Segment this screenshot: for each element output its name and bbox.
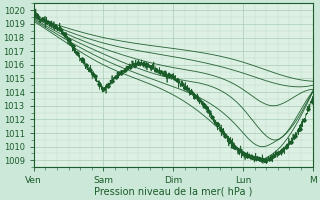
X-axis label: Pression niveau de la mer( hPa ): Pression niveau de la mer( hPa ) xyxy=(94,187,252,197)
